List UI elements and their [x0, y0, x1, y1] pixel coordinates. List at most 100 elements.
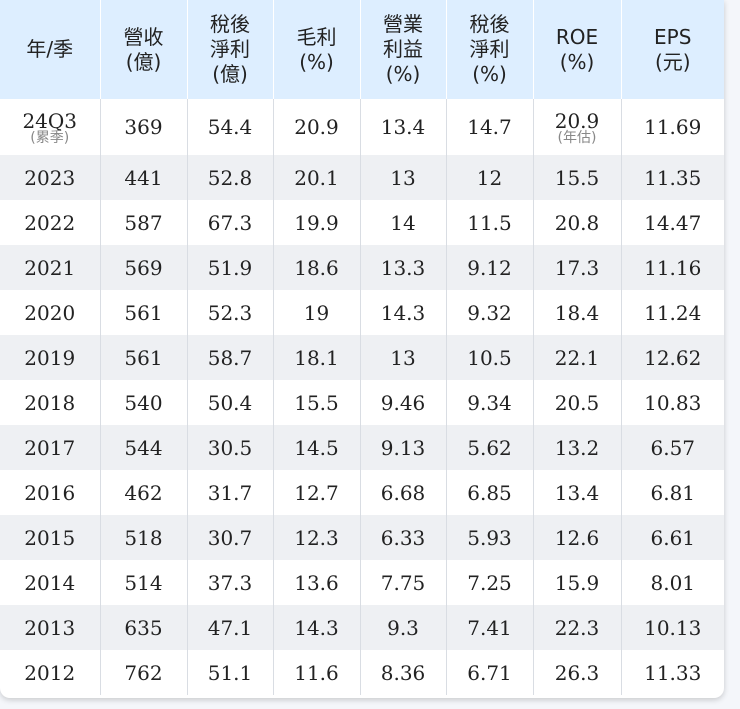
cell-gross-margin: 14.5	[273, 425, 361, 470]
cell-revenue: 462	[100, 470, 188, 515]
financial-table: 年/季 營收 (億) 稅後 淨利 (億) 毛利 (%) 營業 利益	[0, 0, 724, 695]
cell-period: 2019	[0, 335, 101, 380]
cell-roe: 22.3	[533, 605, 622, 650]
cell-net-margin: 7.25	[446, 560, 534, 605]
header-revenue: 營收 (億)	[100, 0, 188, 99]
header-roe: ROE (%)	[533, 0, 622, 99]
header-net-income: 稅後 淨利 (億)	[187, 0, 274, 99]
roe-value: 20.9	[554, 108, 600, 133]
header-line: ROE	[555, 24, 599, 49]
cell-gross-margin: 18.6	[273, 245, 361, 290]
cell-revenue: 561	[100, 335, 188, 380]
cell-period: 2021	[0, 245, 101, 290]
cell-net-margin: 12	[446, 155, 534, 200]
header-line: (%)	[559, 49, 595, 74]
header-line: 年/季	[26, 37, 74, 61]
cell-operating-margin: 8.36	[360, 650, 447, 695]
table-row: 2019 561 58.7 18.1 13 10.5 22.1 12.62	[0, 335, 724, 380]
cell-roe: 12.6	[533, 515, 622, 560]
cell-eps: 8.01	[650, 570, 696, 595]
cell-net-income: 51.1	[187, 650, 274, 695]
cell-gross-margin: 12.3	[273, 515, 361, 560]
table-row: 2015 518 30.7 12.3 6.33 5.93 12.6 6.61	[0, 515, 724, 560]
cell-operating-margin: 13	[360, 155, 447, 200]
cell-net-income: 51.9	[187, 245, 274, 290]
table-row: 2022 587 67.3 19.9 14 11.5 20.8 14.47	[0, 200, 724, 245]
header-gross-margin: 毛利 (%)	[273, 0, 361, 99]
cell-period: 2020	[0, 290, 101, 335]
cell-period: 2017	[0, 425, 101, 470]
cell-eps: 6.81	[650, 480, 696, 505]
cell-revenue: 762	[100, 650, 188, 695]
header-line: 稅後	[469, 12, 510, 36]
cell-period: 2014	[0, 560, 101, 605]
cell-net-income: 52.8	[187, 155, 274, 200]
header-eps: EPS (元)	[621, 0, 724, 99]
table-row: 2013 635 47.1 14.3 9.3 7.41 22.3 10.13	[0, 605, 724, 650]
cell-eps: 12.62	[621, 335, 724, 380]
cell-operating-margin: 13.3	[360, 245, 447, 290]
cell-net-margin: 5.62	[446, 425, 534, 470]
cell-net-margin: 5.93	[446, 515, 534, 560]
period-note: (累季)	[30, 129, 70, 146]
cell-eps: 10.13	[621, 605, 724, 650]
header-period: 年/季	[0, 0, 101, 99]
cell-period: 2022	[0, 200, 101, 245]
cell-roe: 18.4	[533, 290, 622, 335]
cell-revenue: 514	[100, 560, 188, 605]
cell-roe: 26.3	[533, 650, 622, 695]
cell-net-margin: 6.85	[446, 470, 534, 515]
cell-net-margin: 9.34	[446, 380, 534, 425]
cell-gross-margin: 13.6	[273, 560, 361, 605]
table-row: 2014 514 37.3 13.6 7.75 7.25 15.9 8.01	[0, 560, 724, 605]
cell-net-income: 30.5	[187, 425, 274, 470]
table-row: 2021 569 51.9 18.6 13.3 9.12 17.3 11.16	[0, 245, 724, 290]
cell-roe: 15.9	[533, 560, 622, 605]
cell-gross-margin: 20.1	[273, 155, 361, 200]
header-line: 利益	[383, 37, 423, 61]
cell-period: 2013	[0, 605, 101, 650]
cell-operating-margin: 14	[360, 200, 447, 245]
cell-net-margin: 9.12	[446, 245, 534, 290]
cell-revenue: 540	[100, 380, 188, 425]
header-line: 淨利	[210, 37, 250, 61]
header-line: 稅後	[210, 12, 250, 36]
cell-operating-margin: 9.46	[360, 380, 447, 425]
cell-gross-margin: 12.7	[273, 470, 361, 515]
period-value: 24Q3	[22, 108, 78, 133]
cell-gross-margin: 19	[273, 290, 361, 335]
cell-eps: 6.61	[621, 515, 724, 560]
cell-revenue: 569	[100, 245, 188, 290]
cell-net-income: 58.7	[187, 335, 274, 380]
table-row: 2017 544 30.5 14.5 9.13 5.62 13.2 6.57	[0, 425, 724, 470]
cell-net-margin: 10.5	[446, 335, 534, 380]
cell-roe: 13.2	[533, 425, 622, 470]
cell-revenue: 561	[100, 290, 188, 335]
header-line: (元)	[654, 49, 691, 74]
cell-operating-margin: 9.13	[360, 425, 447, 470]
cell-roe: 20.8	[533, 200, 622, 245]
cell-operating-margin: 7.75	[360, 560, 447, 605]
cell-roe: 13.4	[533, 470, 622, 515]
header-line: (億)	[125, 49, 162, 74]
table-row: 2012 762 51.1 11.6 8.36 6.71 26.3 11.33	[0, 650, 724, 695]
cell-operating-margin: 6.68	[360, 470, 447, 515]
cell-net-income: 31.7	[187, 470, 274, 515]
cell-net-income: 52.3	[187, 290, 274, 335]
roe-note: (年估)	[557, 129, 597, 146]
cell-operating-margin: 13	[360, 335, 447, 380]
header-line: 營收	[123, 24, 164, 49]
cell-operating-margin: 9.3	[360, 605, 447, 650]
cell-eps: 11.16	[621, 245, 724, 290]
cell-net-margin: 9.32	[446, 290, 534, 335]
cell-net-income: 67.3	[187, 200, 274, 245]
cell-gross-margin: 11.6	[273, 650, 361, 695]
cell-eps: 11.69	[644, 115, 702, 139]
table-row: 2018 540 50.4 15.5 9.46 9.34 20.5 10.83	[0, 380, 724, 425]
cell-revenue: 369	[100, 99, 188, 155]
cell-roe: 20.5	[533, 380, 622, 425]
cell-roe: 15.5	[533, 155, 622, 200]
cell-period: 2018	[0, 380, 101, 425]
cell-revenue: 635	[100, 605, 188, 650]
cell-operating-margin: 14.3	[360, 290, 447, 335]
